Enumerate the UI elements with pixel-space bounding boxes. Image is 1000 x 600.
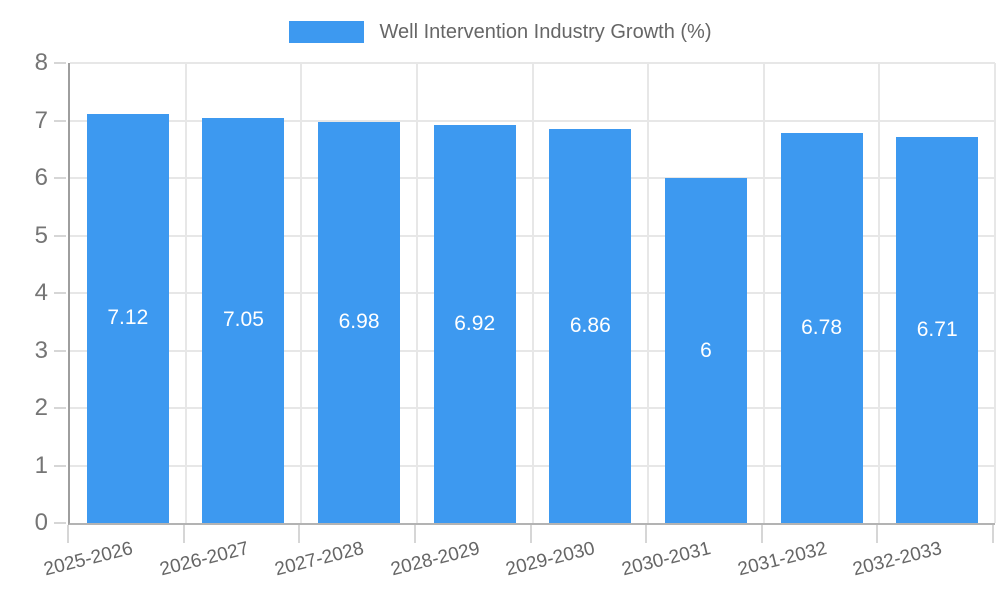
- gridline-vertical: [184, 63, 187, 523]
- bar[interactable]: 6.98: [318, 121, 401, 523]
- bar-value-label: 6.71: [916, 318, 958, 342]
- y-tick-label: 0: [34, 509, 48, 536]
- x-tick-label: 2028-2029: [388, 538, 482, 581]
- bar[interactable]: 6.78: [780, 133, 863, 523]
- y-axis-tick: [54, 349, 66, 352]
- gridline-vertical: [415, 63, 418, 523]
- bar-value-label: 6: [700, 338, 712, 362]
- x-axis-tick: [529, 525, 532, 543]
- x-axis-tick: [413, 525, 416, 543]
- y-tick-label: 1: [34, 451, 48, 479]
- x-tick-label: 2027-2028: [272, 538, 367, 581]
- legend: Well Intervention Industry Growth (%): [0, 18, 1000, 46]
- x-tick-label: 2029-2030: [504, 538, 598, 581]
- bar[interactable]: 6.92: [433, 125, 516, 523]
- gridline-vertical: [531, 63, 534, 523]
- gridline-vertical: [994, 63, 996, 523]
- bar-value-label: 6.98: [338, 310, 380, 334]
- y-tick-label: 5: [34, 221, 48, 249]
- x-axis-tick: [645, 525, 648, 543]
- y-tick-label: 7: [34, 106, 48, 134]
- y-axis-tick: [54, 177, 66, 179]
- legend-item[interactable]: Well Intervention Industry Growth (%): [288, 18, 712, 46]
- x-tick-label: 2032-2033: [851, 538, 945, 581]
- x-axis-tick: [760, 525, 763, 543]
- y-axis-tick: [54, 407, 66, 409]
- bar-value-label: 6.92: [454, 312, 496, 336]
- bar[interactable]: 6.86: [549, 128, 632, 523]
- bar-value-label: 6.78: [801, 316, 842, 340]
- y-axis-tick: [54, 62, 66, 64]
- y-axis-tick: [54, 234, 66, 237]
- x-axis-tick: [298, 525, 301, 543]
- gridline-vertical: [300, 63, 303, 523]
- x-axis-tick: [182, 525, 185, 543]
- bar-value-label: 7.05: [223, 308, 264, 332]
- gridline-vertical: [878, 63, 881, 523]
- x-axis-tick: [876, 525, 879, 543]
- y-tick-label: 4: [34, 279, 48, 306]
- bar-value-label: 7.12: [107, 306, 149, 330]
- x-tick-label: 2031-2032: [735, 538, 829, 581]
- y-tick-label: 8: [34, 49, 48, 76]
- x-axis-tick: [67, 525, 69, 543]
- x-tick-label: 2026-2027: [157, 538, 251, 581]
- bar[interactable]: 7.12: [86, 113, 169, 523]
- gridline-vertical: [647, 63, 650, 523]
- bar-value-label: 6.86: [569, 313, 611, 337]
- bar[interactable]: 7.05: [202, 117, 285, 523]
- y-axis-tick: [54, 464, 66, 467]
- y-axis-tick: [54, 292, 66, 294]
- x-tick-label: 2030-2031: [619, 538, 714, 581]
- x-tick-label: 2025-2026: [41, 538, 135, 581]
- y-axis-tick: [54, 522, 66, 524]
- y-axis-tick: [54, 119, 66, 122]
- y-tick-label: 2: [34, 394, 48, 421]
- legend-label: Well Intervention Industry Growth (%): [379, 21, 712, 43]
- gridline-vertical: [762, 63, 765, 523]
- bar[interactable]: 6: [664, 178, 747, 523]
- legend-swatch-icon: [288, 21, 364, 43]
- bar[interactable]: 6.71: [896, 137, 979, 523]
- x-axis-tick: [992, 525, 994, 543]
- y-tick-label: 6: [34, 164, 48, 191]
- y-tick-label: 3: [34, 336, 48, 364]
- plot-area: 7.12 7.05 6.98 6.92 6.86 6 6.78 6.71: [68, 62, 996, 525]
